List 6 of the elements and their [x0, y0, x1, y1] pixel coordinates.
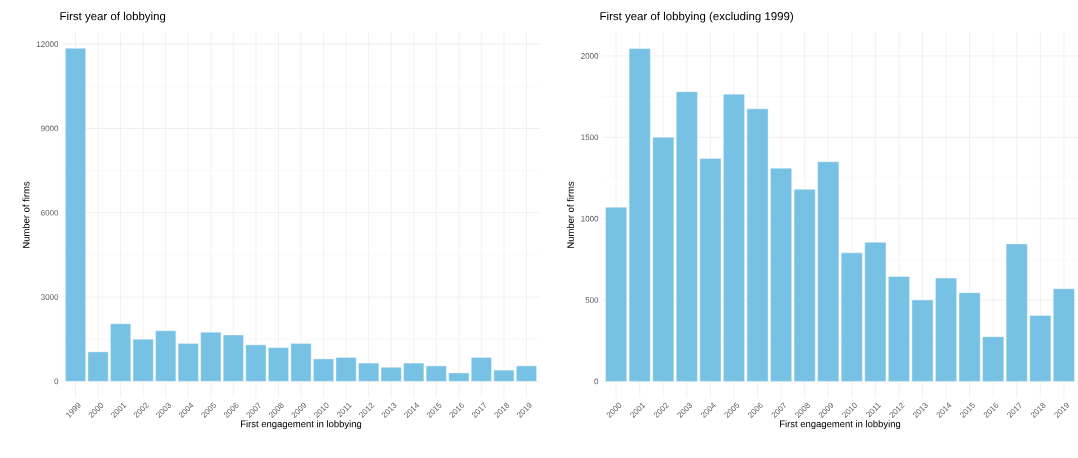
y-axis-title: Number of firms — [566, 181, 574, 248]
chart-title: First year of lobbying (excluding 1999) — [600, 11, 794, 23]
y-axis-title: Number of firms — [22, 181, 30, 248]
x-axis-title: First engagement in lobbying — [241, 420, 362, 430]
x-axis-title: First engagement in lobbying — [780, 420, 901, 430]
chart-title: First year of lobbying — [60, 11, 166, 23]
